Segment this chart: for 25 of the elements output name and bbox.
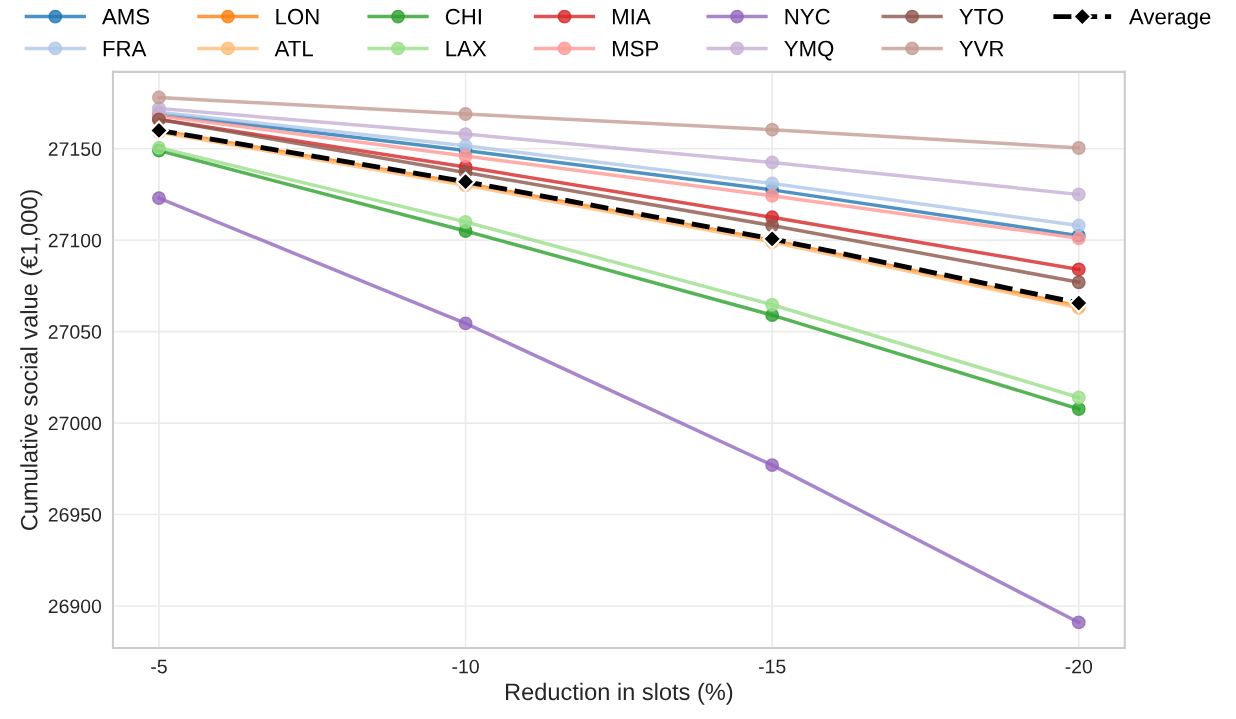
y-tick-label: 26900 [48,599,102,614]
legend-label: YTO [959,8,1004,25]
x-tick-label: -15 [758,659,786,674]
legend-label: AMS [102,8,150,25]
legend-label: NYC [785,8,830,25]
legend-label: ATL [274,40,313,57]
y-tick-label: 27100 [48,233,102,248]
legend-label: FRA [103,40,147,57]
legend-label: LON [276,8,319,25]
legend-label: YMQ [784,40,834,61]
x-axis-title: Reduction in slots (%) [505,682,733,705]
y-axis-title: Cumulative social value (€1,000) [20,190,43,531]
y-tick-label: 27050 [48,325,102,339]
legend-label: MSP [612,40,659,57]
x-tick-label: -10 [452,659,479,674]
legend-label: LAX [446,40,487,57]
y-tick-label: 27150 [48,142,102,156]
y-tick-label: 27000 [48,416,102,431]
legend-label: YVR [959,40,1004,57]
y-tick-label: 26950 [48,507,102,522]
legend-label: MIA [612,9,651,25]
legend-label: CHI [445,8,481,25]
legend-label: Average [1128,9,1211,29]
x-tick-label: -5 [151,659,167,674]
x-tick-label: -20 [1065,659,1093,674]
